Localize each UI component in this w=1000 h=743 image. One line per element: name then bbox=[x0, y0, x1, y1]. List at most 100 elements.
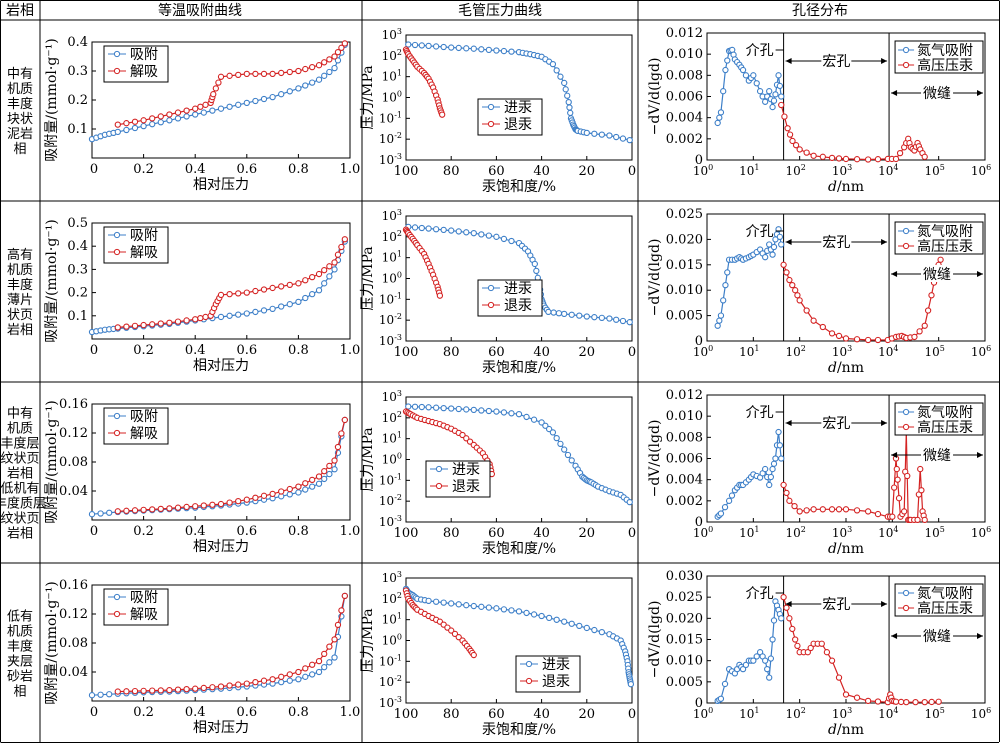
data-point bbox=[530, 416, 538, 423]
chart-isotherm-row0: 0.2 0.4 0.6 0.8 1.000.10.20.30.4相对压力吸附量/(mmo… bbox=[44, 35, 360, 193]
region-label-micro: 微缝 bbox=[923, 86, 951, 102]
data-point bbox=[769, 251, 776, 258]
y-tick-label: 0.2 bbox=[67, 93, 88, 108]
data-point bbox=[583, 129, 590, 137]
data-point bbox=[157, 119, 164, 126]
x-tick-label: 102 bbox=[785, 163, 805, 178]
row-label-line: 砂岩 bbox=[7, 669, 33, 684]
data-point bbox=[235, 101, 242, 108]
legend-marker bbox=[487, 284, 495, 292]
y-tick-label: 0.020 bbox=[666, 611, 703, 626]
y-tick-label: 0.025 bbox=[666, 590, 703, 605]
data-point bbox=[842, 155, 850, 163]
header-facies: 岩相 bbox=[6, 3, 34, 19]
legend-marker bbox=[487, 301, 495, 309]
data-point bbox=[874, 156, 882, 163]
y-tick-label: 101 bbox=[382, 612, 402, 627]
micro-arrow-head-left bbox=[891, 452, 898, 458]
data-point bbox=[309, 79, 316, 86]
legend-label-extrusion: 退汞 bbox=[542, 674, 570, 690]
series-line-a bbox=[91, 595, 346, 696]
data-point bbox=[717, 695, 725, 702]
row-label-line: 丰度层 bbox=[0, 436, 39, 452]
data-point bbox=[114, 324, 121, 331]
y-axis-label: 压力/MPa bbox=[360, 608, 376, 672]
legend-label-intrusion: 进汞 bbox=[452, 462, 480, 478]
y-tick-label: 0.010 bbox=[666, 283, 703, 298]
data-point bbox=[722, 281, 729, 289]
data-point bbox=[315, 287, 323, 294]
data-point bbox=[243, 70, 250, 78]
data-point bbox=[792, 636, 799, 643]
y-tick-label: 0.004 bbox=[666, 473, 703, 488]
x-tick-label: 100 bbox=[394, 345, 419, 360]
data-point bbox=[341, 592, 348, 600]
data-point bbox=[485, 232, 493, 239]
data-point bbox=[921, 322, 928, 329]
data-point bbox=[828, 330, 836, 337]
data-point bbox=[911, 333, 918, 341]
data-point bbox=[901, 508, 908, 515]
data-point bbox=[553, 434, 560, 442]
data-point bbox=[928, 698, 935, 706]
data-point bbox=[97, 691, 104, 698]
data-point bbox=[106, 691, 113, 698]
data-point bbox=[892, 155, 900, 163]
data-point bbox=[598, 314, 606, 321]
region-label-micro: 微缝 bbox=[923, 448, 951, 464]
y-tick-label: 0.12 bbox=[59, 607, 88, 622]
data-point bbox=[803, 507, 810, 514]
data-point bbox=[315, 657, 323, 665]
data-point bbox=[823, 649, 831, 656]
macro-arrow-head-right bbox=[881, 58, 888, 64]
legend-label-extrusion: 退汞 bbox=[504, 117, 532, 133]
x-tick-label: 100 bbox=[394, 707, 419, 722]
plot-frame bbox=[91, 222, 351, 340]
data-point bbox=[549, 429, 557, 436]
x-axis-label: 汞饱和度/% bbox=[482, 541, 556, 557]
data-point bbox=[210, 91, 217, 98]
data-point bbox=[286, 68, 293, 76]
data-point bbox=[770, 97, 778, 104]
data-point bbox=[286, 301, 293, 308]
data-point bbox=[891, 484, 898, 491]
y-tick-label: 0.16 bbox=[59, 578, 88, 593]
data-point bbox=[226, 682, 233, 689]
row-label-line: 纹状页 bbox=[0, 512, 39, 527]
data-point bbox=[753, 80, 760, 87]
data-point bbox=[326, 56, 333, 63]
data-point bbox=[783, 269, 790, 276]
region-label-meso: 介孔 bbox=[746, 586, 774, 602]
micro-arrow-head-right bbox=[977, 271, 983, 277]
data-point bbox=[613, 133, 620, 141]
x-axis-label: 相对压力 bbox=[193, 720, 249, 736]
data-point bbox=[853, 694, 861, 701]
header-isotherm: 等温吸附曲线 bbox=[158, 2, 242, 19]
legend-label-mercury: 高压压汞 bbox=[917, 419, 973, 436]
data-point bbox=[716, 114, 723, 121]
macro-arrow-head-right bbox=[881, 420, 888, 426]
data-point bbox=[331, 53, 338, 60]
x-tick-label: 101 bbox=[739, 163, 759, 178]
data-point bbox=[302, 294, 309, 302]
data-point bbox=[764, 665, 771, 673]
macro-arrow-head-left bbox=[785, 58, 792, 64]
legend-marker bbox=[902, 46, 910, 54]
y-tick-label: 0 bbox=[695, 153, 703, 168]
data-point bbox=[864, 336, 872, 344]
data-point bbox=[904, 472, 911, 480]
data-point bbox=[131, 507, 139, 514]
data-point bbox=[478, 231, 485, 238]
legend-box bbox=[894, 221, 984, 255]
row-label-line: 丰度质层 bbox=[0, 496, 46, 512]
legend-marker bbox=[525, 660, 533, 668]
data-point bbox=[778, 615, 785, 622]
data-point bbox=[114, 121, 121, 128]
data-point bbox=[235, 681, 242, 688]
data-point bbox=[508, 607, 515, 614]
data-point bbox=[892, 698, 900, 705]
x-tick-label: 0 bbox=[628, 345, 636, 360]
data-point bbox=[545, 425, 553, 433]
data-point bbox=[174, 686, 182, 693]
data-point bbox=[776, 442, 784, 449]
